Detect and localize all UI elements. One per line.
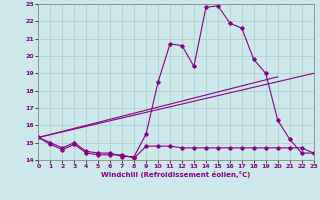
X-axis label: Windchill (Refroidissement éolien,°C): Windchill (Refroidissement éolien,°C) <box>101 171 251 178</box>
